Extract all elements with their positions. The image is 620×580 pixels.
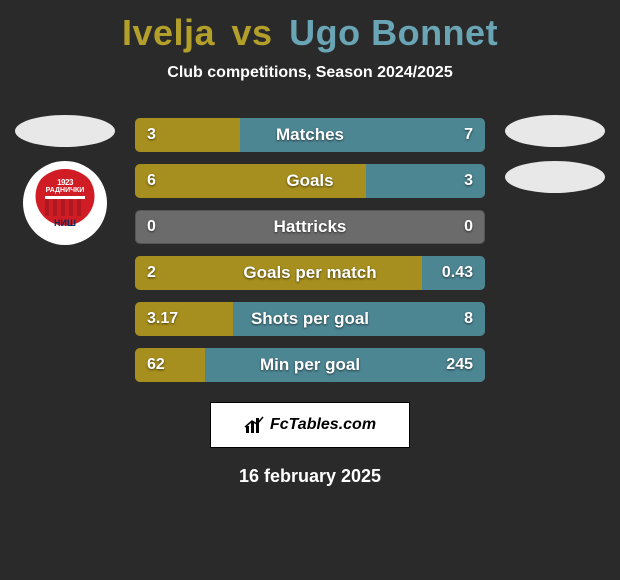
- stat-row: 62245Min per goal: [135, 348, 485, 382]
- left-club-ellipse: [15, 115, 115, 147]
- right-club-column: [500, 115, 610, 207]
- stat-right-fill: [233, 302, 485, 336]
- left-club-column: 1923 РАДНИЧКИ НИШ: [10, 115, 120, 245]
- player1-name: Ivelja: [122, 12, 215, 53]
- stat-left-value: 62: [147, 348, 165, 382]
- date-text: 16 february 2025: [0, 466, 620, 487]
- stat-right-value: 0: [464, 210, 473, 244]
- badge-year: 1923: [57, 178, 73, 187]
- stat-left-fill: [135, 348, 205, 382]
- stat-left-fill: [135, 164, 366, 198]
- player2-name: Ugo Bonnet: [289, 12, 498, 53]
- stat-row: 3.178Shots per goal: [135, 302, 485, 336]
- brand-text: FcTables.com: [270, 416, 376, 434]
- footer: FcTables.com 16 february 2025: [0, 394, 620, 487]
- stat-left-value: 3: [147, 118, 156, 152]
- stat-row: 37Matches: [135, 118, 485, 152]
- stat-right-value: 7: [464, 118, 473, 152]
- stat-right-value: 245: [446, 348, 473, 382]
- stat-left-value: 2: [147, 256, 156, 290]
- stat-row: 20.43Goals per match: [135, 256, 485, 290]
- stat-left-value: 0: [147, 210, 156, 244]
- badge-castle-icon: [45, 196, 85, 216]
- stats-bars: 37Matches63Goals00Hattricks20.43Goals pe…: [135, 118, 485, 394]
- stat-left-value: 6: [147, 164, 156, 198]
- stat-left-value: 3.17: [147, 302, 178, 336]
- stat-row: 0 0Hattricks: [135, 210, 485, 244]
- brand-badge[interactable]: FcTables.com: [210, 402, 410, 448]
- stat-right-fill: [205, 348, 485, 382]
- stat-label: Hattricks: [135, 210, 485, 244]
- chart-icon: [244, 415, 264, 435]
- page-title: Ivelja vs Ugo Bonnet: [0, 0, 620, 54]
- badge-city: НИШ: [54, 218, 76, 228]
- right-club-ellipse-1: [505, 115, 605, 147]
- badge-name: РАДНИЧКИ: [46, 187, 85, 194]
- vs-text: vs: [232, 12, 273, 53]
- stat-right-value: 0.43: [442, 256, 473, 290]
- stat-row: 63Goals: [135, 164, 485, 198]
- stat-left-fill: [135, 256, 422, 290]
- left-club-badge: 1923 РАДНИЧКИ НИШ: [23, 161, 107, 245]
- stat-right-value: 8: [464, 302, 473, 336]
- subtitle: Club competitions, Season 2024/2025: [0, 64, 620, 82]
- stat-right-value: 3: [464, 164, 473, 198]
- right-club-ellipse-2: [505, 161, 605, 193]
- stat-right-fill: [240, 118, 485, 152]
